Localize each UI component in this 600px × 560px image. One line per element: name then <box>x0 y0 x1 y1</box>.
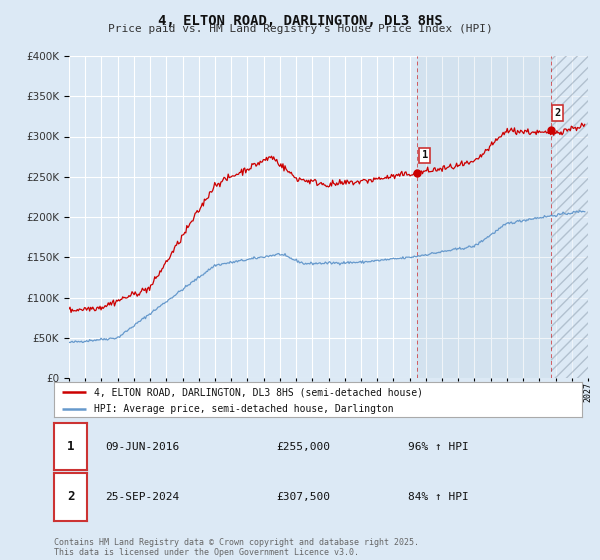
Text: £307,500: £307,500 <box>276 492 330 502</box>
Bar <box>551 56 588 378</box>
Text: 1: 1 <box>422 150 428 160</box>
Text: 2: 2 <box>67 491 74 503</box>
Text: HPI: Average price, semi-detached house, Darlington: HPI: Average price, semi-detached house,… <box>94 404 393 413</box>
Text: 1: 1 <box>67 440 74 453</box>
Text: £255,000: £255,000 <box>276 442 330 451</box>
Text: 4, ELTON ROAD, DARLINGTON, DL3 8HS: 4, ELTON ROAD, DARLINGTON, DL3 8HS <box>158 14 442 28</box>
Text: 25-SEP-2024: 25-SEP-2024 <box>105 492 179 502</box>
Text: 09-JUN-2016: 09-JUN-2016 <box>105 442 179 451</box>
Text: 4, ELTON ROAD, DARLINGTON, DL3 8HS (semi-detached house): 4, ELTON ROAD, DARLINGTON, DL3 8HS (semi… <box>94 387 422 397</box>
Text: Contains HM Land Registry data © Crown copyright and database right 2025.
This d: Contains HM Land Registry data © Crown c… <box>54 538 419 557</box>
Text: 84% ↑ HPI: 84% ↑ HPI <box>408 492 469 502</box>
Text: Price paid vs. HM Land Registry's House Price Index (HPI): Price paid vs. HM Land Registry's House … <box>107 24 493 34</box>
Bar <box>551 56 588 378</box>
Bar <box>417 56 551 378</box>
Text: 2: 2 <box>554 108 560 118</box>
Text: 96% ↑ HPI: 96% ↑ HPI <box>408 442 469 451</box>
